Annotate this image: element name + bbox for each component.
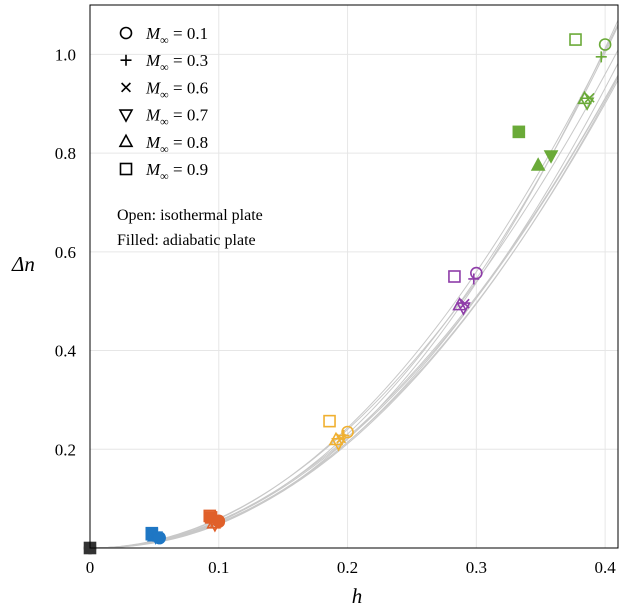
y-tick-label: 1.0: [55, 45, 76, 64]
data-point-circle: [153, 531, 166, 545]
legend-label: M∞ = 0.7: [145, 106, 209, 129]
data-point-circle: [470, 266, 483, 280]
y-tick-label: 0.6: [55, 243, 76, 262]
data-point-circle: [341, 425, 354, 439]
legend-marker-plus: [120, 54, 132, 66]
grid: [90, 5, 618, 548]
x-tick-label: 0.4: [594, 558, 616, 577]
fit-curve: [90, 25, 618, 548]
legend-marker-triangle-down: [118, 109, 134, 123]
data-point-square: [323, 414, 336, 428]
legend-label: M∞ = 0.1: [145, 24, 208, 47]
tick-labels: 0 0.1 0.2 0.3 0.4 0.2 0.4 0.6 0.8 1.0: [55, 45, 616, 577]
x-axis-label: h: [352, 584, 363, 608]
data-point-cross: [584, 92, 595, 103]
data-point-plus: [595, 51, 607, 63]
legend-marker-circle: [119, 26, 133, 40]
data-points: [83, 33, 612, 555]
note-line: Open: isothermal plate: [117, 207, 263, 224]
data-point-circle: [212, 515, 226, 529]
data-point-triangle-up: [530, 157, 546, 171]
legend: M∞ = 0.1 M∞ = 0.3 M∞ = 0.6 M∞ = 0.7 M∞ = 0.8…: [118, 24, 209, 183]
legend-marker-square: [119, 162, 133, 176]
fit-curve: [90, 20, 618, 548]
legend-marker-cross: [121, 82, 131, 93]
y-tick-label: 0.4: [55, 342, 77, 361]
data-point-square: [569, 33, 582, 46]
y-tick-label: 0.8: [55, 144, 76, 163]
legend-marker-triangle-up: [118, 133, 134, 148]
y-axis-label: Δn: [11, 252, 35, 276]
fit-curves: [90, 20, 618, 548]
fit-curve: [90, 49, 618, 548]
data-point-triangle-down: [543, 150, 559, 164]
plot-frame: [89, 4, 619, 549]
x-tick-label: 0.1: [208, 558, 229, 577]
data-point-triangle-down: [331, 438, 346, 452]
x-tick-label: 0.2: [337, 558, 358, 577]
data-point-cross: [459, 298, 470, 309]
data-point-triangle-up: [452, 296, 467, 311]
data-point-square: [448, 270, 461, 283]
data-point-square: [512, 125, 526, 139]
x-tick-label: 0.3: [466, 558, 487, 577]
data-point-triangle-down: [579, 97, 595, 111]
fit-curve: [90, 23, 618, 548]
y-tick-label: 0.2: [55, 440, 76, 459]
data-point-circle: [598, 38, 612, 51]
legend-label: M∞ = 0.6: [145, 78, 208, 101]
x-tick-label: 0: [86, 558, 95, 577]
legend-label: M∞ = 0.9: [145, 160, 208, 183]
marker-fill-note: Open: isothermal plate Filled: adiabatic …: [117, 207, 263, 249]
legend-label: M∞ = 0.3: [145, 51, 208, 74]
legend-label: M∞ = 0.8: [145, 133, 208, 156]
note-line: Filled: adiabatic plate: [117, 232, 256, 249]
